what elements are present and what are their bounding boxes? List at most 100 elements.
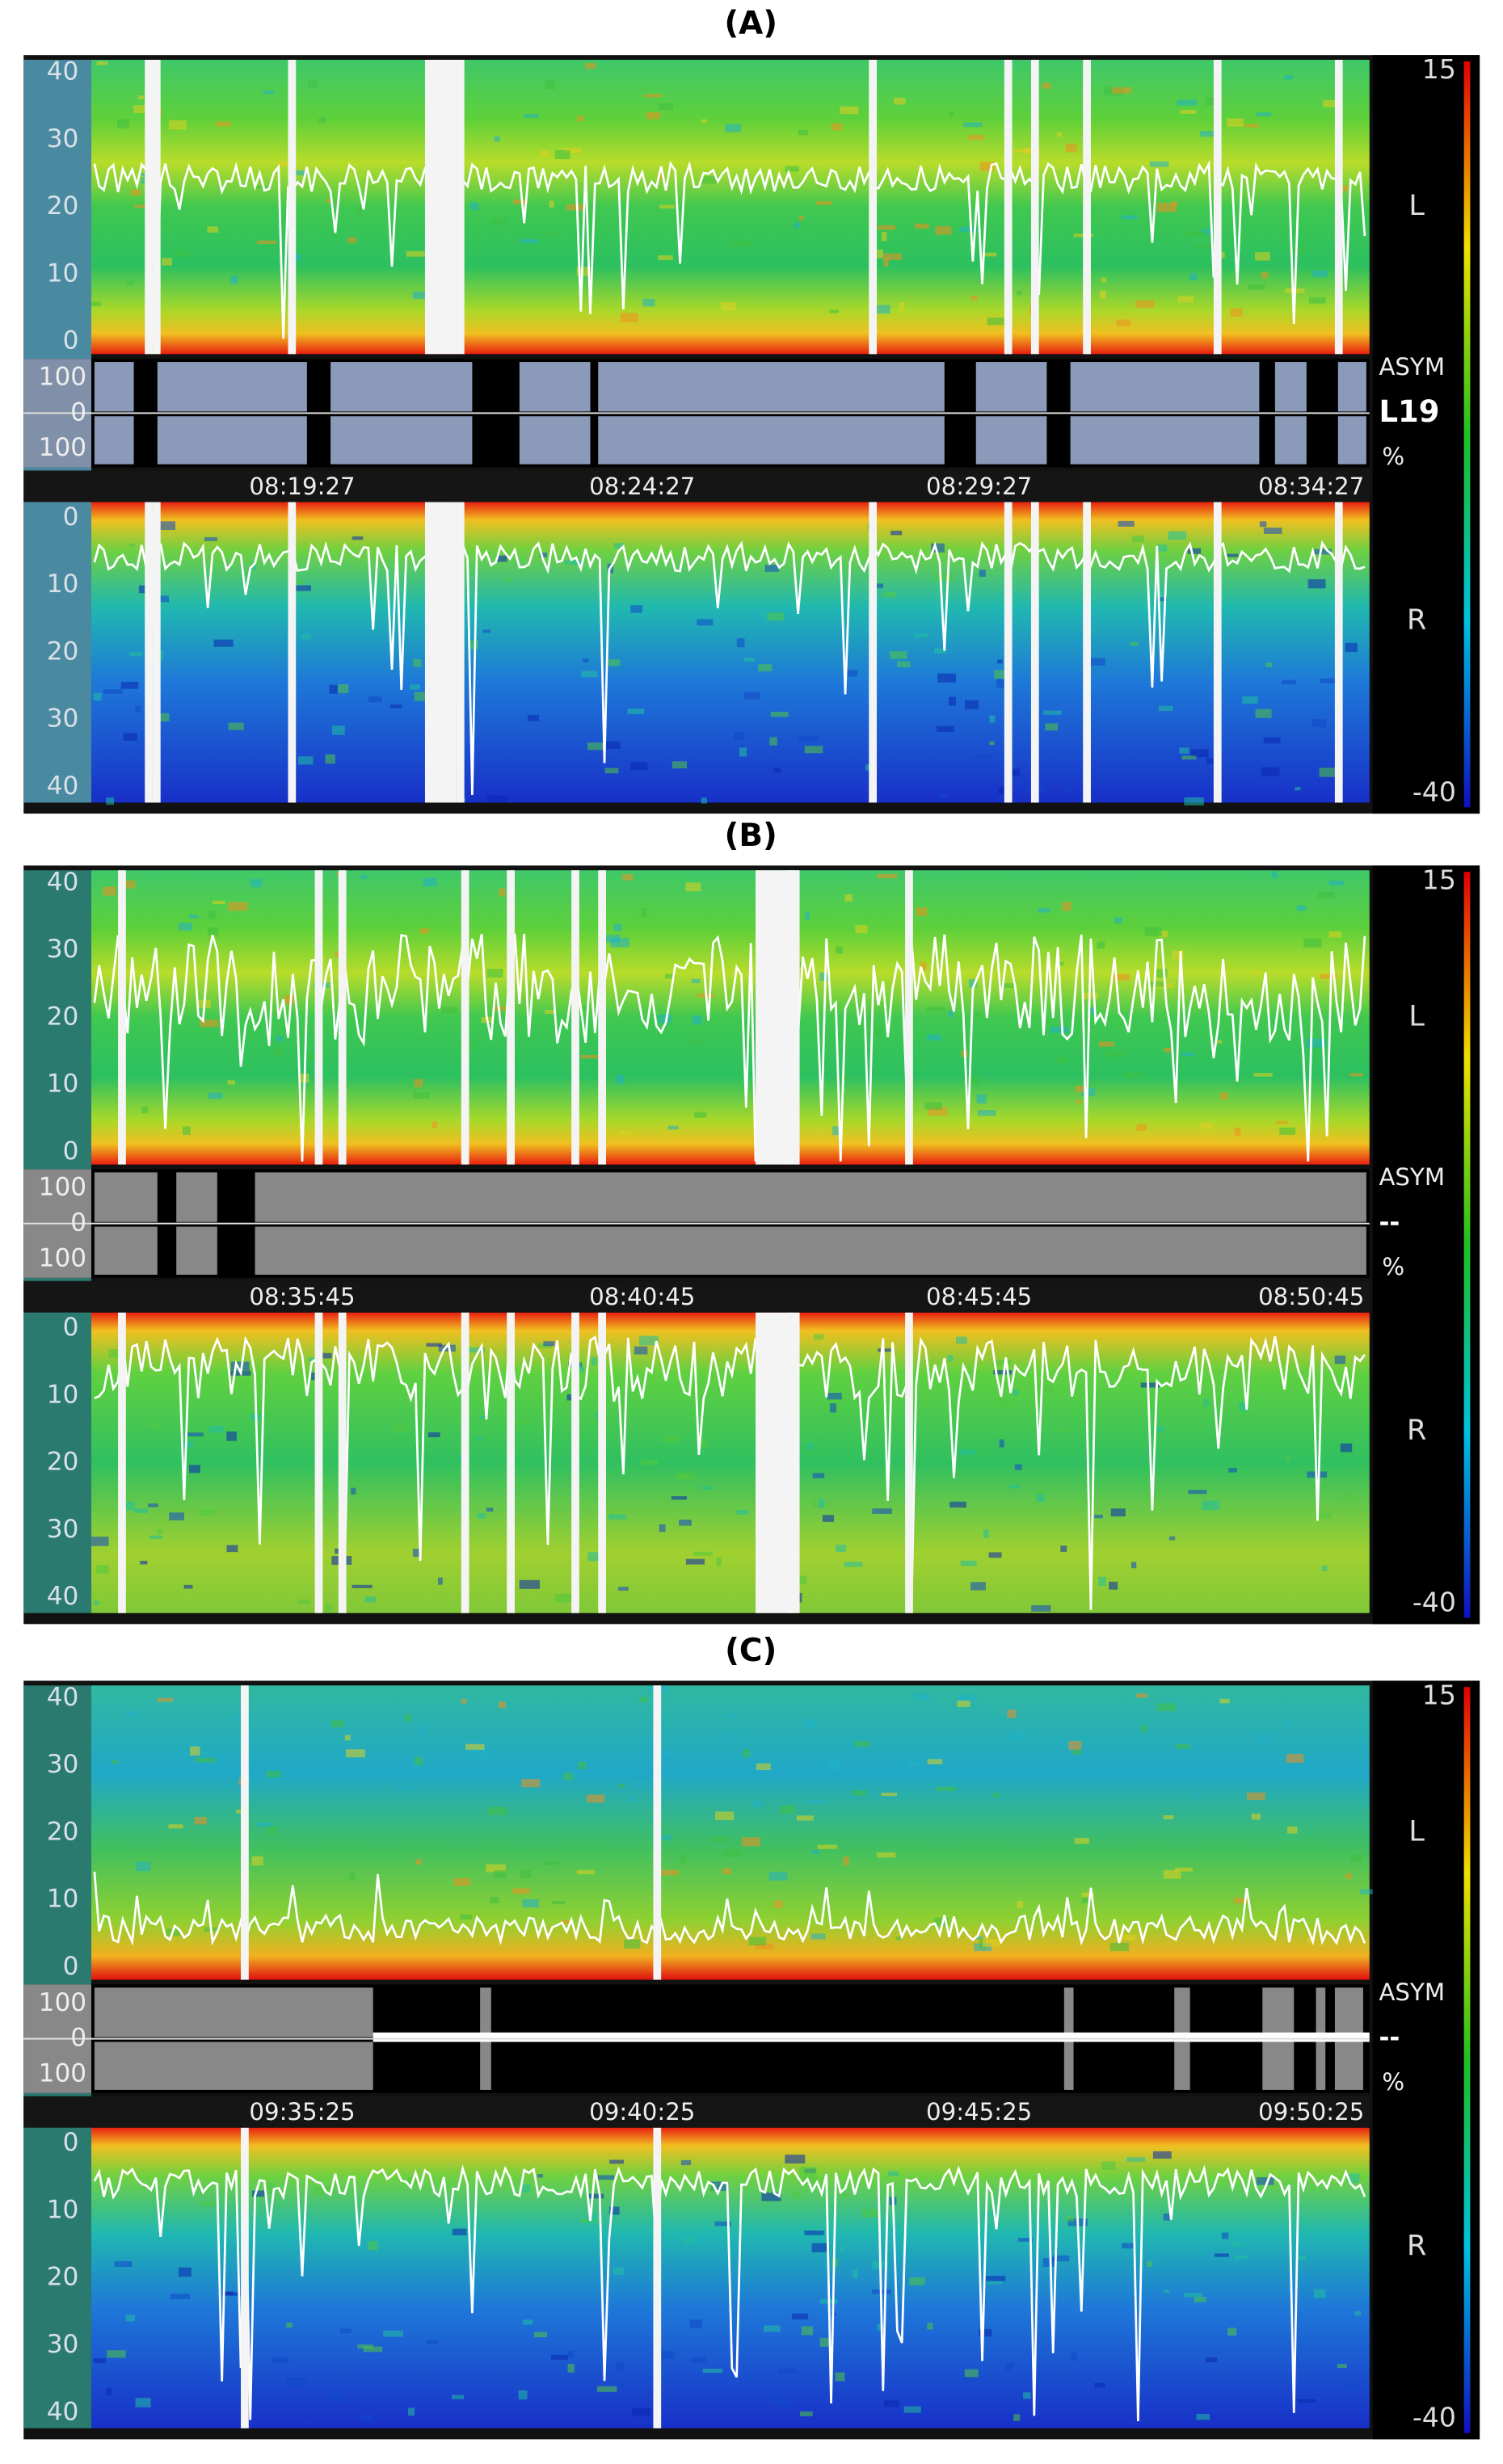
speckle — [893, 97, 906, 105]
artifact-column — [145, 60, 153, 355]
speckle — [482, 629, 491, 633]
speckle — [832, 1126, 842, 1136]
r-axis-label: 20 — [47, 637, 79, 666]
speckle — [1068, 1740, 1082, 1751]
speckle — [883, 2400, 900, 2407]
speckle — [1031, 1604, 1051, 1612]
speckle — [836, 946, 844, 954]
speckle — [877, 873, 898, 879]
panel: (A) 08:19:27 08:24:27 08:29:27 08:34:27 40 30 2… — [23, 6, 1480, 814]
speckle — [368, 2240, 378, 2251]
speckle — [804, 2231, 824, 2235]
speckle — [414, 692, 428, 701]
time-bar — [23, 1280, 1370, 1313]
r-axis-label: 0 — [63, 1313, 79, 1342]
speckle — [1252, 970, 1258, 975]
right-panel — [1372, 865, 1480, 1625]
speckle — [764, 2325, 781, 2332]
speckle — [672, 761, 688, 769]
speckle — [169, 120, 187, 130]
speckle — [1276, 1121, 1288, 1125]
speckle — [1328, 881, 1345, 885]
speckle — [613, 543, 624, 549]
asym-trace — [373, 2032, 1370, 2042]
speckle — [1144, 927, 1162, 936]
speckle — [562, 1772, 574, 1781]
speckle — [1118, 520, 1135, 527]
speckle — [840, 106, 859, 115]
speckle — [1156, 1703, 1177, 1712]
speckle — [1081, 1897, 1091, 1903]
speckle — [963, 122, 983, 128]
speckle — [970, 296, 979, 301]
speckle — [1282, 679, 1297, 685]
speckle — [982, 252, 997, 257]
speckle — [156, 595, 170, 603]
speckle — [1323, 99, 1337, 107]
speckle — [549, 200, 554, 208]
speckle — [292, 170, 309, 176]
speckle — [1230, 308, 1243, 317]
speckle — [938, 793, 947, 797]
r-label: R — [1407, 1414, 1426, 1447]
speckle — [474, 1750, 490, 1759]
speckle — [230, 275, 238, 285]
r-spectrogram — [91, 1312, 1370, 1613]
speckle — [684, 2237, 695, 2244]
speckle — [995, 1398, 1015, 1406]
speckle — [96, 61, 108, 65]
speckle — [1042, 82, 1051, 89]
asym-block — [1274, 362, 1307, 412]
speckle — [250, 878, 262, 888]
speckle — [798, 129, 808, 136]
speckle — [890, 651, 907, 659]
speckle — [263, 90, 275, 95]
speckle — [490, 1897, 499, 1904]
speckle — [427, 2340, 439, 2344]
asym-axis-label: 100 — [39, 2058, 86, 2088]
scale-top: 15 — [1422, 1679, 1456, 1710]
speckle — [329, 684, 338, 694]
speckle — [460, 1914, 472, 1919]
speckle — [383, 2330, 403, 2337]
r-trace — [93, 2164, 1366, 2422]
speckle — [494, 136, 500, 142]
time-label: 08:34:27 — [1258, 473, 1364, 500]
speckle — [1071, 1749, 1082, 1755]
speckle — [1219, 251, 1225, 259]
speckle — [325, 754, 335, 764]
speckle — [1297, 2399, 1316, 2403]
speckle — [988, 1552, 1002, 1558]
speckle — [949, 1501, 966, 1508]
speckle — [734, 731, 745, 740]
speckle — [608, 659, 621, 666]
speckle — [813, 1334, 824, 1340]
speckle — [168, 1824, 183, 1829]
artifact-column — [598, 1312, 606, 1613]
speckle — [149, 1535, 162, 1539]
speckle — [188, 915, 199, 919]
speckle — [861, 2209, 880, 2218]
asym-unit: % — [1382, 443, 1404, 470]
scale-bottom: -40 — [1412, 1587, 1456, 1618]
speckle — [1114, 917, 1123, 924]
speckle — [412, 291, 432, 299]
speckle — [204, 536, 217, 541]
asym-label: ASYM — [1379, 1163, 1445, 1191]
speckle — [646, 111, 661, 120]
speckle — [608, 1514, 626, 1520]
speckle — [314, 2186, 335, 2195]
artifact-column — [145, 502, 153, 803]
speckle — [297, 756, 314, 765]
speckle — [679, 1520, 692, 1526]
speckle — [157, 521, 176, 531]
speckle — [1303, 938, 1322, 948]
speckle — [641, 908, 646, 918]
speckle — [1286, 1826, 1298, 1834]
speckle — [773, 767, 781, 773]
speckle — [801, 2326, 814, 2336]
speckle — [415, 1859, 422, 1865]
artifact-column — [288, 502, 297, 803]
speckle — [419, 928, 430, 934]
speckle — [881, 1793, 897, 1797]
